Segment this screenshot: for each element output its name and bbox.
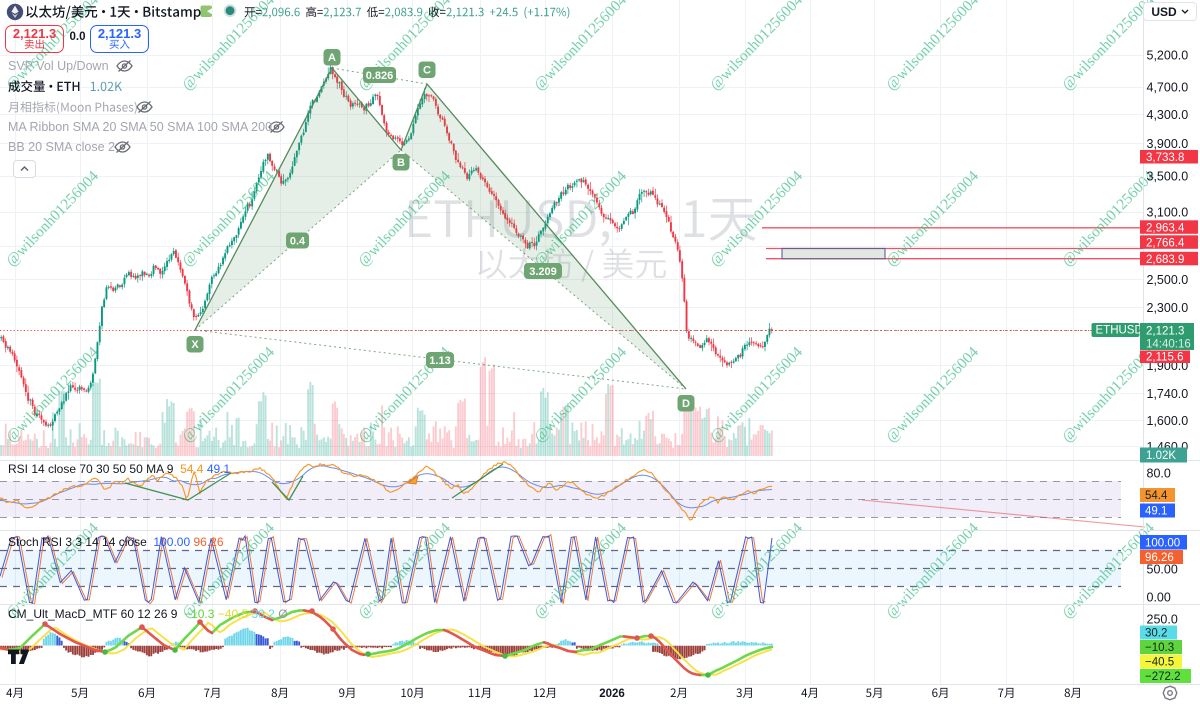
svg-text:49.1: 49.1 — [1145, 506, 1167, 518]
svg-text:100.00: 100.00 — [1145, 538, 1180, 550]
svg-text:4,700.0: 4,700.0 — [1147, 81, 1189, 95]
svg-text:3,500.0: 3,500.0 — [1147, 170, 1189, 184]
svg-text:14:40:16: 14:40:16 — [1146, 339, 1191, 351]
svg-text:0.00: 0.00 — [1147, 591, 1171, 605]
svg-text:2,766.4: 2,766.4 — [1146, 237, 1185, 249]
svg-text:−10.3: −10.3 — [1145, 642, 1174, 654]
svg-text:1,740.0: 1,740.0 — [1147, 387, 1189, 401]
svg-text:0.826: 0.826 — [366, 70, 394, 82]
svg-text:3,900.0: 3,900.0 — [1147, 137, 1189, 151]
svg-text:C: C — [423, 65, 431, 77]
svg-text:@wilsonh01256004: @wilsonh01256004 — [3, 168, 102, 270]
svg-text:2,683.9: 2,683.9 — [1146, 254, 1184, 266]
svg-text:−272.2: −272.2 — [1145, 671, 1181, 683]
svg-text:D: D — [682, 398, 690, 410]
svg-text:3.209: 3.209 — [529, 266, 557, 278]
svg-text:50.00: 50.00 — [1147, 563, 1178, 577]
svg-text:@wilsonh01256004: @wilsonh01256004 — [883, 0, 982, 94]
svg-text:80.0: 80.0 — [1147, 467, 1171, 481]
svg-text:2,500.0: 2,500.0 — [1147, 273, 1189, 287]
svg-text:2,121.3: 2,121.3 — [1146, 326, 1184, 338]
svg-text:@wilsonh01256004: @wilsonh01256004 — [707, 0, 806, 94]
svg-text:−40.5: −40.5 — [1145, 657, 1174, 669]
svg-text:A: A — [328, 52, 336, 64]
svg-text:4,300.0: 4,300.0 — [1147, 108, 1189, 122]
svg-text:2,963.4: 2,963.4 — [1146, 222, 1185, 234]
svg-text:@wilsonh01256004: @wilsonh01256004 — [883, 168, 982, 270]
svg-text:@wilsonh01256004: @wilsonh01256004 — [883, 344, 982, 446]
svg-text:1,600.0: 1,600.0 — [1147, 414, 1189, 428]
svg-text:54.4: 54.4 — [1145, 490, 1168, 502]
svg-text:0.4: 0.4 — [290, 236, 306, 248]
svg-text:B: B — [397, 157, 405, 169]
svg-text:3,733.8: 3,733.8 — [1146, 152, 1184, 164]
svg-text:X: X — [191, 339, 199, 351]
svg-text:96.26: 96.26 — [1145, 552, 1174, 564]
svg-text:30.2: 30.2 — [1145, 628, 1167, 640]
svg-text:1.13: 1.13 — [429, 355, 450, 367]
svg-text:2,115.6: 2,115.6 — [1146, 352, 1184, 364]
svg-text:ETHUSD: ETHUSD — [1096, 325, 1143, 337]
svg-text:2026: 2026 — [599, 688, 625, 700]
svg-text:1.02K: 1.02K — [1146, 450, 1176, 462]
svg-text:@wilsonh01256004: @wilsonh01256004 — [355, 168, 454, 270]
svg-text:2,300.0: 2,300.0 — [1147, 301, 1189, 315]
svg-text:250.0: 250.0 — [1147, 613, 1178, 627]
svg-text:5,200.0: 5,200.0 — [1147, 49, 1189, 63]
svg-text:3,100.0: 3,100.0 — [1147, 206, 1189, 220]
